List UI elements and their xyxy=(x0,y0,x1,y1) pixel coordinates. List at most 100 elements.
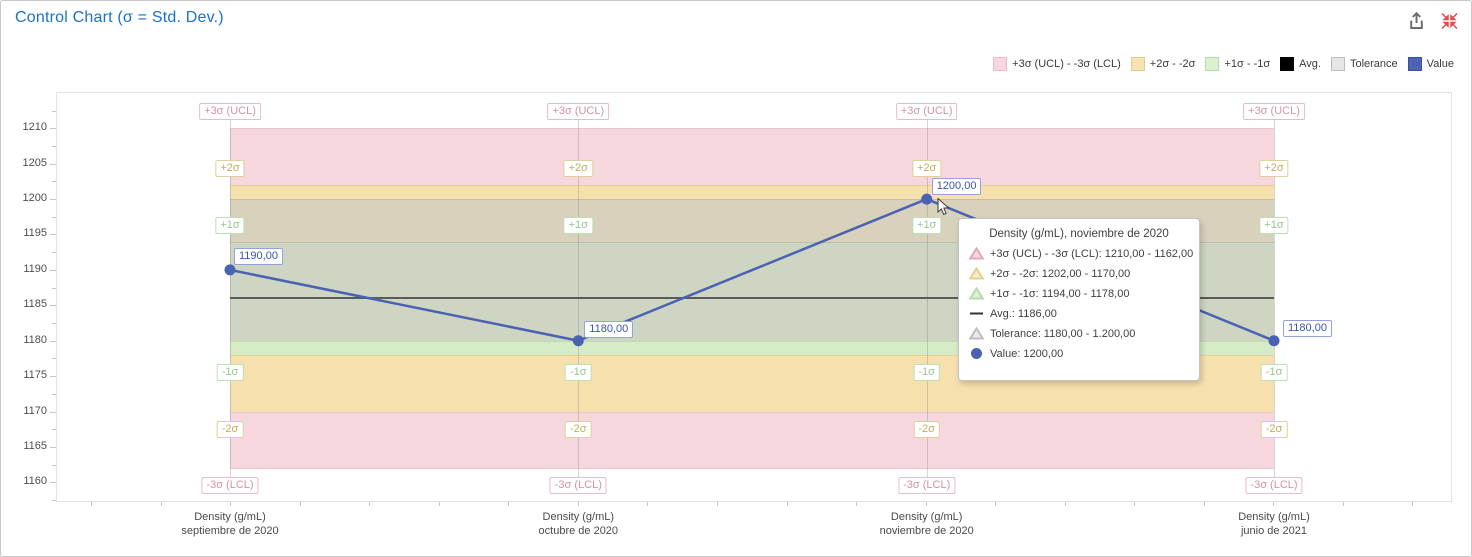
band-label: +1σ xyxy=(215,216,245,234)
legend-item[interactable]: +3σ (UCL) - -3σ (LCL) xyxy=(993,57,1121,71)
x-axis-label: Density (g/mL) octubre de 2020 xyxy=(538,511,619,537)
collapse-icon[interactable] xyxy=(1441,12,1458,30)
data-point[interactable] xyxy=(224,264,236,276)
point-value-label: 1200,00 xyxy=(931,178,982,196)
y-axis-tick xyxy=(50,163,56,165)
y-axis-minor-tick xyxy=(52,358,56,360)
x-axis-tick xyxy=(716,502,718,506)
sigma-band-slice xyxy=(230,184,1274,200)
legend-swatch-icon xyxy=(1205,57,1220,71)
y-axis-minor-tick xyxy=(52,464,56,466)
tooltip-row: Avg.: 1186,00 xyxy=(969,307,1189,320)
x-axis-tick xyxy=(160,502,162,506)
band-label: -3σ (LCL) xyxy=(201,477,259,495)
y-axis-tick xyxy=(50,199,56,201)
legend-item[interactable]: Tolerance xyxy=(1330,57,1398,71)
chart-tooltip: Density (g/mL), noviembre de 2020 +3σ (U… xyxy=(958,218,1200,381)
sigma-band-edge xyxy=(230,468,1274,470)
y-axis-label: 1170 xyxy=(23,404,47,417)
x-axis-tick xyxy=(647,502,649,506)
band-label: +2σ xyxy=(912,159,942,177)
tooltip-row: +3σ (UCL) - -3σ (LCL): 1210,00 - 1162,00 xyxy=(968,246,1193,260)
y-axis-label: 1175 xyxy=(23,369,47,382)
band-label: -1σ xyxy=(1260,363,1288,381)
x-axis-tick xyxy=(1203,502,1205,506)
point-value-label: 1190,00 xyxy=(234,247,283,265)
band-label: +1σ xyxy=(563,216,593,234)
export-icon[interactable] xyxy=(1406,11,1426,31)
y-axis-minor-tick xyxy=(52,252,56,254)
x-axis-tick xyxy=(438,502,440,506)
legend-swatch-icon xyxy=(993,57,1008,71)
tooltip-text: Value: 1200,00 xyxy=(990,347,1064,360)
legend-label: Tolerance xyxy=(1349,58,1398,70)
data-point[interactable] xyxy=(1268,335,1280,347)
avg-line xyxy=(230,297,1274,300)
sigma-band-slice xyxy=(230,411,1274,469)
category-line xyxy=(230,119,231,488)
band-label: -2σ xyxy=(1260,420,1288,438)
data-point[interactable] xyxy=(921,193,933,205)
band-label: +3σ (UCL) xyxy=(199,103,261,121)
sigma-band-slice xyxy=(230,128,1274,185)
legend-label: +2σ - -2σ xyxy=(1149,58,1196,70)
legend-item[interactable]: +2σ - -2σ xyxy=(1130,57,1196,71)
x-axis-tick xyxy=(1412,502,1414,506)
category-line xyxy=(578,119,580,488)
legend-item[interactable]: Avg. xyxy=(1280,57,1321,71)
y-axis-label: 1185 xyxy=(23,298,47,311)
y-axis-minor-tick xyxy=(52,393,56,395)
tooltip-title: Density (g/mL), noviembre de 2020 xyxy=(989,228,1169,240)
legend-item[interactable]: +1σ - -1σ xyxy=(1205,57,1270,71)
mouse-cursor xyxy=(937,198,950,216)
y-axis-minor-tick xyxy=(52,145,56,147)
band-label: +1σ xyxy=(912,216,942,234)
sigma-band-slice xyxy=(230,354,1274,412)
y-axis-tick xyxy=(50,482,56,484)
y-axis-minor-tick xyxy=(52,323,56,325)
y-axis-tick xyxy=(50,446,56,448)
band-pink-icon xyxy=(968,246,985,260)
x-axis-tick xyxy=(1342,502,1344,506)
x-axis-tick xyxy=(299,502,301,506)
band-label: +2σ xyxy=(1259,159,1289,177)
y-axis-minor-tick xyxy=(52,216,56,218)
value-series xyxy=(224,193,1280,347)
y-axis-label: 1180 xyxy=(23,333,47,346)
x-axis-tick xyxy=(995,502,997,506)
y-axis-label: 1195 xyxy=(23,227,47,240)
y-axis-label: 1210 xyxy=(22,121,47,134)
band-gray-icon xyxy=(968,326,985,340)
band-label: +3σ (UCL) xyxy=(1243,103,1305,121)
legend-swatch-icon xyxy=(1330,57,1345,71)
y-axis-tick xyxy=(50,376,56,378)
tooltip-text: +2σ - -2σ: 1202,00 - 1170,00 xyxy=(990,267,1131,280)
band-label: -1σ xyxy=(913,363,940,381)
y-axis-tick xyxy=(50,234,56,236)
band-label: -1σ xyxy=(216,363,244,381)
x-axis-tick xyxy=(1273,502,1275,506)
band-label: +1σ xyxy=(1259,216,1289,234)
x-axis-tick xyxy=(856,502,858,506)
category-line xyxy=(1274,119,1275,488)
y-axis-label: 1190 xyxy=(23,262,47,275)
point-value-label: 1180,00 xyxy=(584,320,634,338)
band-label: -2σ xyxy=(565,420,592,438)
y-axis-tick xyxy=(50,305,56,307)
tooltip-row: +1σ - -1σ: 1194,00 - 1178,00 xyxy=(968,286,1189,300)
legend-item[interactable]: Value xyxy=(1407,57,1454,71)
tooltip-text: Avg.: 1186,00 xyxy=(990,307,1057,320)
data-point[interactable] xyxy=(572,335,584,347)
x-axis-label: Density (g/mL) septiembre de 2020 xyxy=(181,511,279,537)
tooltip-text: +1σ - -1σ: 1194,00 - 1178,00 xyxy=(990,287,1130,300)
x-axis-tick xyxy=(369,502,371,506)
y-axis-label: 1165 xyxy=(23,439,47,452)
y-axis-tick xyxy=(50,340,56,342)
band-label: +2σ xyxy=(215,159,245,177)
band-green-icon xyxy=(968,286,985,300)
y-axis-minor-tick xyxy=(52,287,56,289)
y-axis-label: 1205 xyxy=(22,156,47,169)
band-label: -3σ (LCL) xyxy=(549,477,607,495)
